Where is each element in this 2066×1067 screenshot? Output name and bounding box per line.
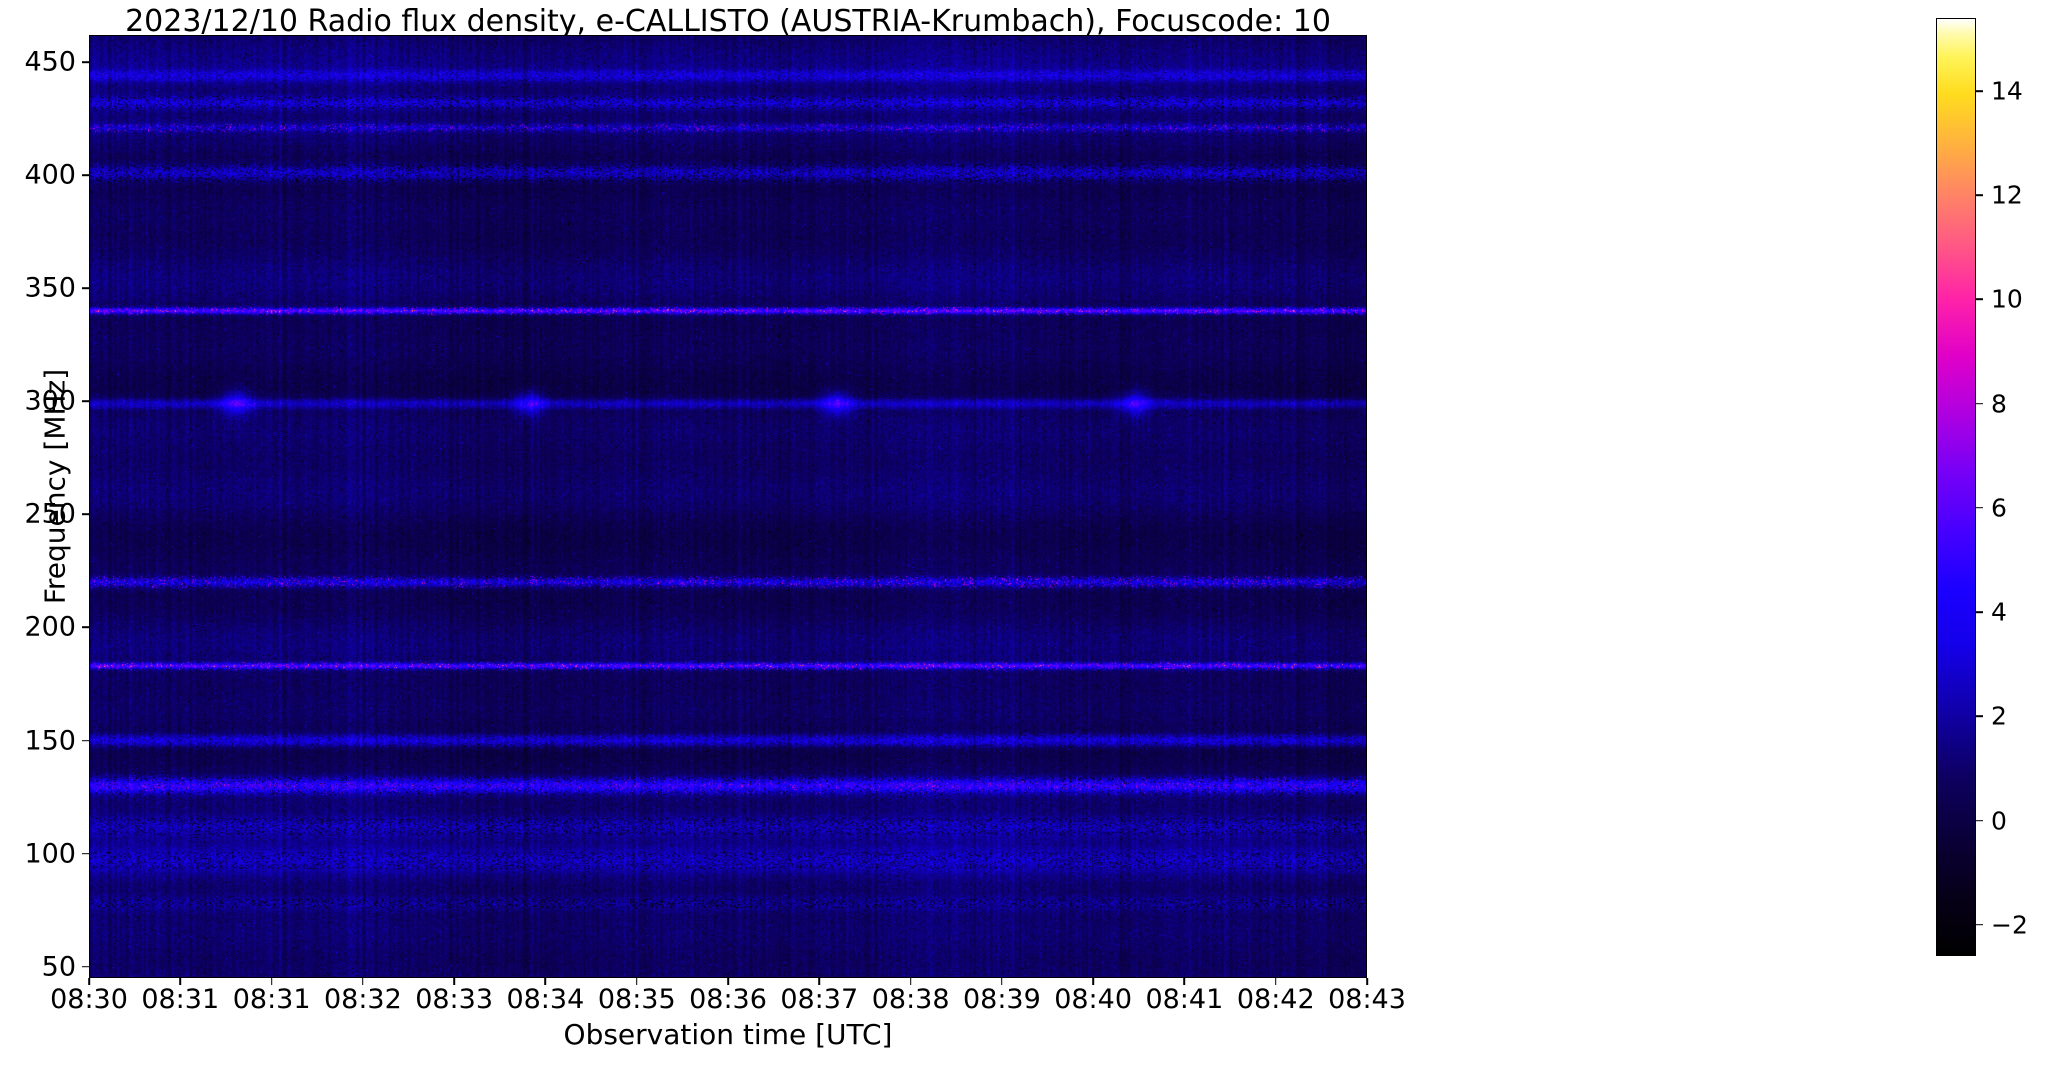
- y-tick-mark: [82, 174, 89, 176]
- colorbar-tick-mark: [1976, 402, 1983, 405]
- x-tick-label: 08:34: [506, 984, 585, 1015]
- y-tick-mark: [82, 287, 89, 290]
- x-tick-mark: [727, 978, 729, 985]
- x-tick-label: 08:43: [1328, 984, 1406, 1015]
- x-tick-label: 08:31: [232, 984, 311, 1015]
- x-tick-mark: [362, 978, 364, 985]
- x-tick-label: 08:33: [415, 984, 494, 1015]
- colorbar-tick-mark: [1976, 298, 1983, 301]
- page-title: 2023/12/10 Radio flux density, e-CALLIST…: [125, 4, 1331, 39]
- colorbar-tick-label: 10: [1991, 284, 2023, 314]
- x-tick-mark: [1366, 978, 1368, 985]
- y-tick-label: 400: [24, 159, 76, 191]
- colorbar-tick-label: 12: [1991, 180, 2023, 210]
- x-tick-mark: [453, 978, 455, 985]
- colorbar-tick-label: −2: [1991, 910, 2028, 940]
- x-tick-mark: [544, 978, 547, 985]
- x-tick-label: 08:35: [597, 984, 676, 1015]
- y-tick-label: 100: [24, 838, 76, 870]
- y-tick-label: 300: [24, 385, 76, 417]
- colorbar-tick-mark: [1976, 194, 1983, 196]
- y-tick-label: 250: [24, 498, 76, 530]
- y-tick-mark: [82, 61, 89, 63]
- y-axis-label: Frequency [MHz]: [38, 368, 72, 605]
- x-tick-mark: [1274, 978, 1277, 985]
- colorbar-tick-label: 8: [1991, 389, 2007, 419]
- colorbar-tick-mark: [1976, 507, 1983, 509]
- colorbar-tick-label: 6: [1991, 493, 2007, 523]
- y-tick-label: 150: [24, 725, 76, 757]
- spectrogram-plot-area[interactable]: [89, 35, 1367, 978]
- x-tick-mark: [179, 978, 182, 985]
- colorbar-tick-mark: [1976, 90, 1983, 92]
- x-tick-label: 08:32: [323, 984, 402, 1015]
- y-tick-mark: [82, 739, 89, 742]
- spectrogram-canvas: [89, 35, 1367, 978]
- x-tick-label: 08:38: [871, 984, 950, 1015]
- colorbar-tick-label: 0: [1991, 806, 2007, 835]
- x-axis-label: Observation time [UTC]: [563, 1018, 893, 1051]
- x-tick-mark: [818, 978, 821, 985]
- x-tick-mark: [270, 978, 273, 985]
- colorbar-tick-mark: [1976, 715, 1983, 718]
- colorbar-tick-mark: [1976, 611, 1983, 613]
- y-tick-label: 50: [41, 951, 76, 983]
- x-tick-label: 08:41: [1145, 984, 1224, 1015]
- y-tick-mark: [82, 400, 89, 403]
- y-tick-mark: [82, 626, 89, 629]
- x-tick-mark: [88, 978, 90, 985]
- colorbar-tick-label: 2: [1991, 701, 2007, 731]
- y-tick-mark: [82, 852, 89, 855]
- x-tick-label: 08:36: [689, 984, 767, 1015]
- x-tick-label: 08:42: [1236, 984, 1315, 1015]
- x-tick-label: 08:31: [141, 984, 220, 1015]
- colorbar-tick-label: 4: [1991, 597, 2007, 627]
- x-tick-mark: [1183, 978, 1186, 985]
- x-tick-label: 08:37: [780, 984, 859, 1015]
- y-tick-mark: [82, 513, 89, 516]
- y-tick-label: 350: [24, 272, 76, 304]
- x-tick-mark: [1001, 978, 1003, 985]
- y-tick-label: 450: [24, 46, 76, 78]
- colorbar-tick-mark: [1976, 819, 1983, 822]
- x-tick-label: 08:30: [50, 984, 128, 1015]
- x-tick-mark: [1092, 978, 1094, 985]
- colorbar-tick-label: 14: [1991, 76, 2023, 106]
- x-tick-mark: [635, 978, 638, 985]
- y-tick-label: 200: [24, 611, 76, 643]
- colorbar-tick-mark: [1976, 923, 1983, 926]
- colorbar[interactable]: [1936, 18, 1976, 956]
- y-tick-mark: [82, 965, 89, 968]
- x-tick-label: 08:39: [962, 984, 1041, 1015]
- x-tick-label: 08:40: [1054, 984, 1133, 1015]
- x-tick-mark: [909, 978, 912, 985]
